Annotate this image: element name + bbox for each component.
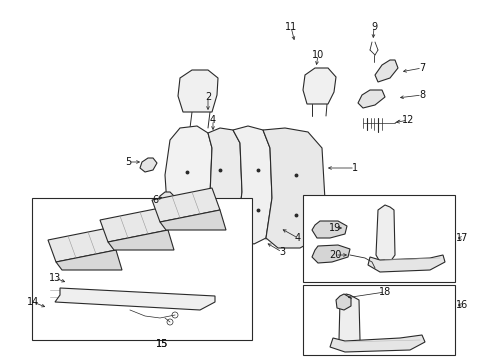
Polygon shape [140, 158, 157, 172]
Text: 15: 15 [156, 339, 168, 349]
Polygon shape [158, 192, 175, 206]
Bar [303, 285, 454, 355]
Polygon shape [48, 228, 116, 262]
Text: 14: 14 [27, 297, 39, 307]
Polygon shape [375, 205, 394, 262]
Polygon shape [311, 245, 349, 263]
Text: 9: 9 [370, 22, 376, 32]
Polygon shape [263, 128, 325, 248]
Text: 17: 17 [455, 233, 467, 243]
Text: 4: 4 [294, 233, 301, 243]
Polygon shape [329, 335, 424, 352]
Polygon shape [367, 255, 444, 272]
Text: 12: 12 [401, 115, 413, 125]
Polygon shape [232, 126, 271, 244]
Text: 19: 19 [328, 223, 341, 233]
Text: 4: 4 [209, 115, 216, 125]
Polygon shape [311, 221, 346, 238]
Polygon shape [335, 294, 350, 310]
Bar [303, 195, 454, 282]
Polygon shape [357, 90, 384, 108]
Text: 8: 8 [418, 90, 424, 100]
Polygon shape [55, 288, 215, 310]
Polygon shape [56, 250, 122, 270]
Text: 18: 18 [378, 287, 390, 297]
Polygon shape [160, 210, 225, 230]
Polygon shape [303, 68, 335, 104]
Polygon shape [38, 308, 50, 318]
Text: 1: 1 [351, 163, 357, 173]
Text: 15: 15 [156, 339, 168, 349]
Text: 11: 11 [285, 22, 297, 32]
Text: 16: 16 [455, 300, 467, 310]
Polygon shape [178, 70, 218, 112]
Text: 6: 6 [152, 195, 158, 205]
Text: 13: 13 [49, 273, 61, 283]
Polygon shape [100, 208, 168, 242]
Text: 20: 20 [328, 250, 341, 260]
Polygon shape [204, 128, 242, 243]
Polygon shape [338, 294, 359, 348]
Text: 2: 2 [204, 92, 211, 102]
Text: 5: 5 [124, 157, 131, 167]
Polygon shape [374, 60, 397, 82]
Text: 7: 7 [418, 63, 424, 73]
Text: 10: 10 [311, 50, 324, 60]
Bar [32, 198, 251, 340]
Polygon shape [152, 188, 220, 222]
Polygon shape [38, 280, 118, 305]
Polygon shape [108, 230, 174, 250]
Polygon shape [164, 126, 212, 244]
Text: 3: 3 [278, 247, 285, 257]
